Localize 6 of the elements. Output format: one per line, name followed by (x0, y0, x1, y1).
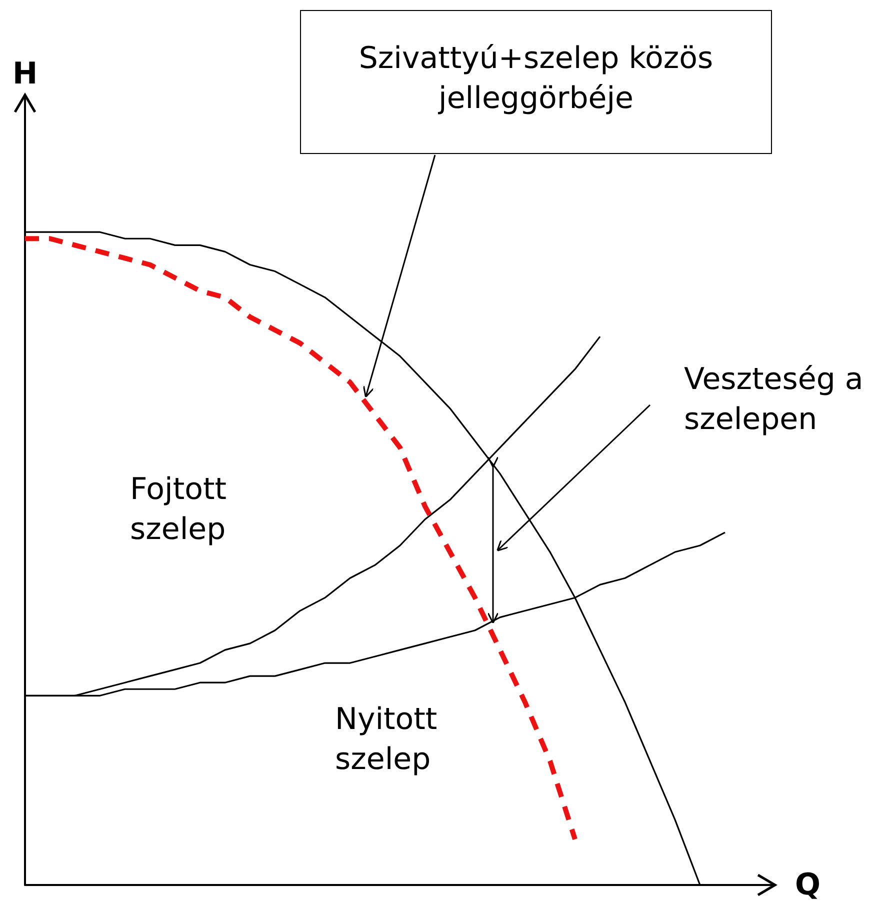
annotation: Veszteség a szelepen (684, 361, 864, 439)
annotation: Fojtott szelep (130, 471, 228, 549)
annotation: Nyitott szelep (335, 701, 438, 779)
text: Szivattyú+szelep közös jelleggörbéje (300, 10, 772, 154)
x-axis-title: Q (795, 868, 821, 902)
y-axis-title: H (12, 56, 38, 92)
